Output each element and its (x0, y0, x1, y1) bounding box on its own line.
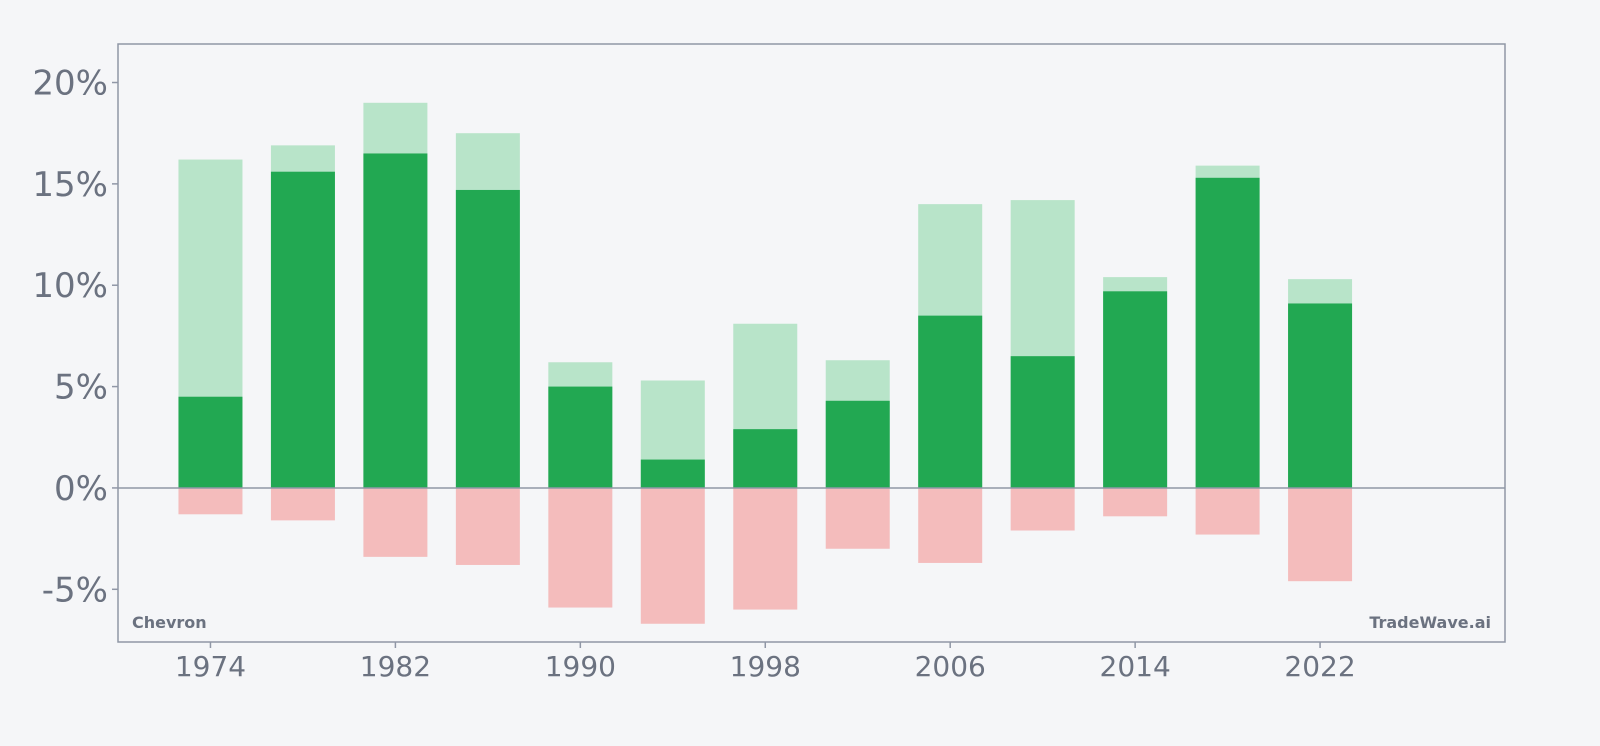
x-tick-label: 2022 (1284, 650, 1355, 683)
x-tick-label: 1982 (360, 650, 431, 683)
bar-low-2018 (1195, 487, 1260, 535)
bars (178, 102, 1353, 624)
bar-low-1998 (733, 487, 798, 610)
bar-low-2010 (1010, 487, 1075, 531)
bar-close-2022 (1288, 303, 1353, 488)
bar-low-1990 (548, 487, 613, 608)
bar-low-2006 (918, 487, 983, 563)
bar-close-1974 (178, 396, 243, 488)
x-tick-label: 2014 (1100, 650, 1171, 683)
ticker-label: Chevron (132, 613, 207, 632)
bar-close-2014 (1103, 291, 1168, 488)
x-axis: 1974 1982 1990 1998 2006 2014 2022 (175, 642, 1356, 683)
x-tick-label: 1998 (730, 650, 801, 683)
bar-close-1978 (270, 171, 335, 488)
bar-low-2022 (1288, 487, 1353, 582)
x-tick-label: 1990 (545, 650, 616, 683)
y-tick-label: -5% (42, 570, 108, 610)
y-tick-label: 0% (54, 469, 108, 509)
bar-low-1978 (270, 487, 335, 521)
y-tick-label: 10% (32, 266, 108, 306)
bar-close-1982 (363, 153, 428, 488)
bar-close-2010 (1010, 356, 1075, 488)
bar-close-1994 (640, 459, 705, 488)
plot-frame (117, 43, 1506, 643)
bar-close-2018 (1195, 177, 1260, 488)
y-tick-label: 20% (32, 64, 108, 104)
x-tick-label: 1974 (175, 650, 246, 683)
x-tick-label: 2006 (915, 650, 986, 683)
bar-close-2002 (825, 400, 890, 488)
bar-low-1982 (363, 487, 428, 557)
y-tick-label: 5% (54, 368, 108, 408)
y-tick-label: 15% (32, 165, 108, 205)
bar-low-2014 (1103, 487, 1168, 517)
y-axis: -5% 0% 5% 10% 15% 20% (32, 64, 118, 610)
bar-low-2002 (825, 487, 890, 549)
bar-close-1990 (548, 386, 613, 488)
bar-close-1986 (455, 189, 520, 488)
bar-low-1974 (178, 487, 243, 515)
bar-close-1998 (733, 429, 798, 488)
bar-close-2006 (918, 315, 983, 488)
watermark: TradeWave.ai (1369, 613, 1491, 632)
bar-low-1994 (640, 487, 705, 624)
bar-low-1986 (455, 487, 520, 565)
